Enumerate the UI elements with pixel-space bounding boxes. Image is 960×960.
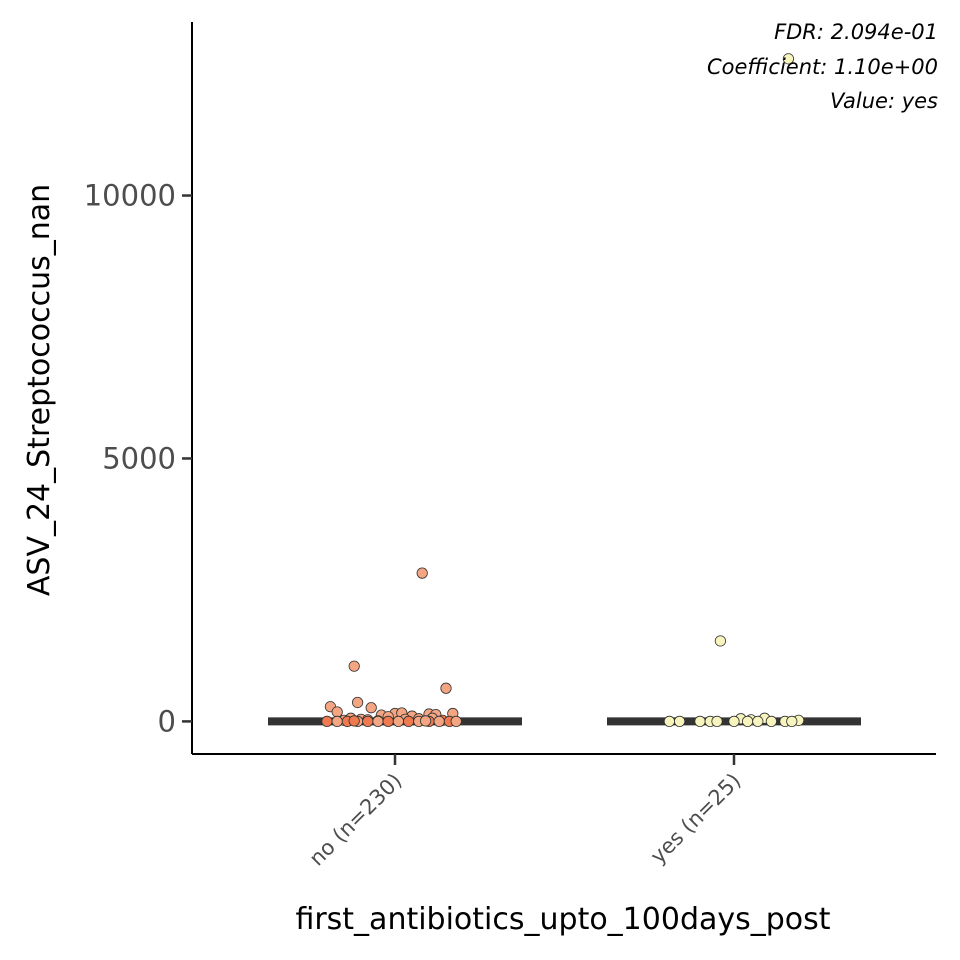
data-point	[786, 715, 798, 727]
annotations: FDR: 2.094e-01 Coefficient: 1.10e+00 Val…	[707, 20, 938, 113]
y-tick-label: 5000	[102, 441, 176, 475]
data-point	[433, 715, 445, 727]
data-point	[765, 715, 778, 727]
data-point	[392, 715, 404, 727]
data-point	[331, 715, 343, 727]
data-point	[440, 682, 452, 694]
annotation-fdr: FDR: 2.094e-01	[774, 20, 938, 44]
data-point	[321, 715, 333, 727]
data-point	[728, 715, 740, 727]
data-point	[663, 715, 676, 727]
data-point	[673, 715, 686, 727]
data-point	[331, 706, 343, 718]
data-point	[362, 715, 374, 727]
data-point	[694, 715, 706, 727]
x-tick-label: yes (n=25)	[646, 769, 746, 869]
annotation-value: Value: yes	[830, 89, 938, 113]
data-point	[402, 715, 415, 727]
data-point	[450, 715, 462, 727]
data-point	[419, 715, 432, 727]
data-point	[372, 715, 384, 727]
data-point	[741, 715, 754, 727]
data-point	[711, 715, 723, 727]
y-tick-label: 0	[158, 704, 176, 738]
data-point	[782, 53, 795, 65]
data-point	[348, 660, 360, 672]
x-tick-label: no (n=230)	[305, 769, 407, 871]
x-axis-title: first_antibiotics_upto_100days_post	[295, 902, 830, 937]
data-point	[416, 567, 428, 579]
data-point	[351, 696, 364, 709]
data-point	[714, 635, 727, 647]
y-axis-title: ASV_24_Streptococcus_nan	[22, 184, 57, 596]
plot-area	[268, 53, 861, 727]
annotation-coefficient: Coefficient: 1.10e+00	[707, 55, 938, 79]
data-point	[365, 702, 377, 714]
data-point	[752, 715, 764, 727]
data-point	[348, 715, 360, 727]
data-point	[382, 715, 394, 727]
y-tick-label: 10000	[84, 179, 176, 213]
axes: 0 5000 10000 no (n=230) yes (n=25)	[84, 22, 936, 871]
